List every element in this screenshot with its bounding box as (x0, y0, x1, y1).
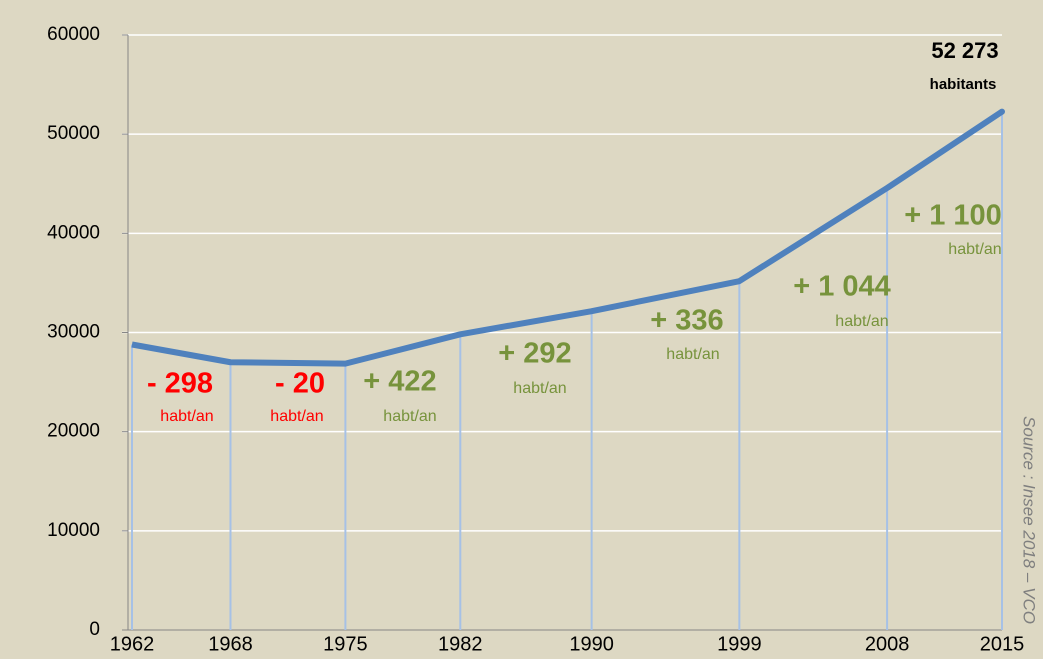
y-tick-label: 0 (89, 619, 100, 640)
rate-unit: habt/an (835, 313, 888, 330)
rate-unit: habt/an (666, 346, 719, 363)
last-value-label: 52 273 (931, 38, 998, 63)
rate-label: + 1 100 (904, 200, 1002, 232)
x-tick-label: 1962 (110, 633, 155, 655)
rate-label: + 1 044 (793, 271, 891, 303)
x-tick-label: 2015 (980, 633, 1025, 655)
source: Source : Insee 2018 – VCO (1020, 416, 1039, 624)
y-tick-label: 30000 (47, 322, 100, 343)
x-tick-label: 1968 (208, 633, 253, 655)
y-tick-label: 10000 (47, 520, 100, 541)
x-tick-label: 1982 (438, 633, 483, 655)
rate-unit: habt/an (948, 241, 1001, 258)
y-tick-label: 60000 (47, 24, 100, 45)
line (131, 109, 1004, 367)
rate-label: - 20 (275, 368, 325, 400)
rate-label: + 422 (363, 366, 436, 398)
last-value-unit: habitants (930, 76, 997, 93)
rate-unit: habt/an (270, 408, 323, 425)
rate-unit: habt/an (513, 380, 566, 397)
rate-label: + 336 (650, 305, 723, 337)
rate-unit: habt/an (160, 408, 213, 425)
x-tick-label: 1990 (569, 633, 614, 655)
rate-label: - 298 (147, 368, 213, 400)
x-tick-label: 1999 (717, 633, 762, 655)
x-tick-label: 1975 (323, 633, 368, 655)
x-tick-label: 2008 (865, 633, 910, 655)
y-tick-label: 40000 (47, 222, 100, 243)
rate-label: + 292 (498, 338, 571, 370)
end-point (999, 108, 1005, 115)
rate-unit: habt/an (383, 408, 436, 425)
y-tick-label: 20000 (47, 421, 100, 442)
y-tick-label: 50000 (47, 123, 100, 144)
